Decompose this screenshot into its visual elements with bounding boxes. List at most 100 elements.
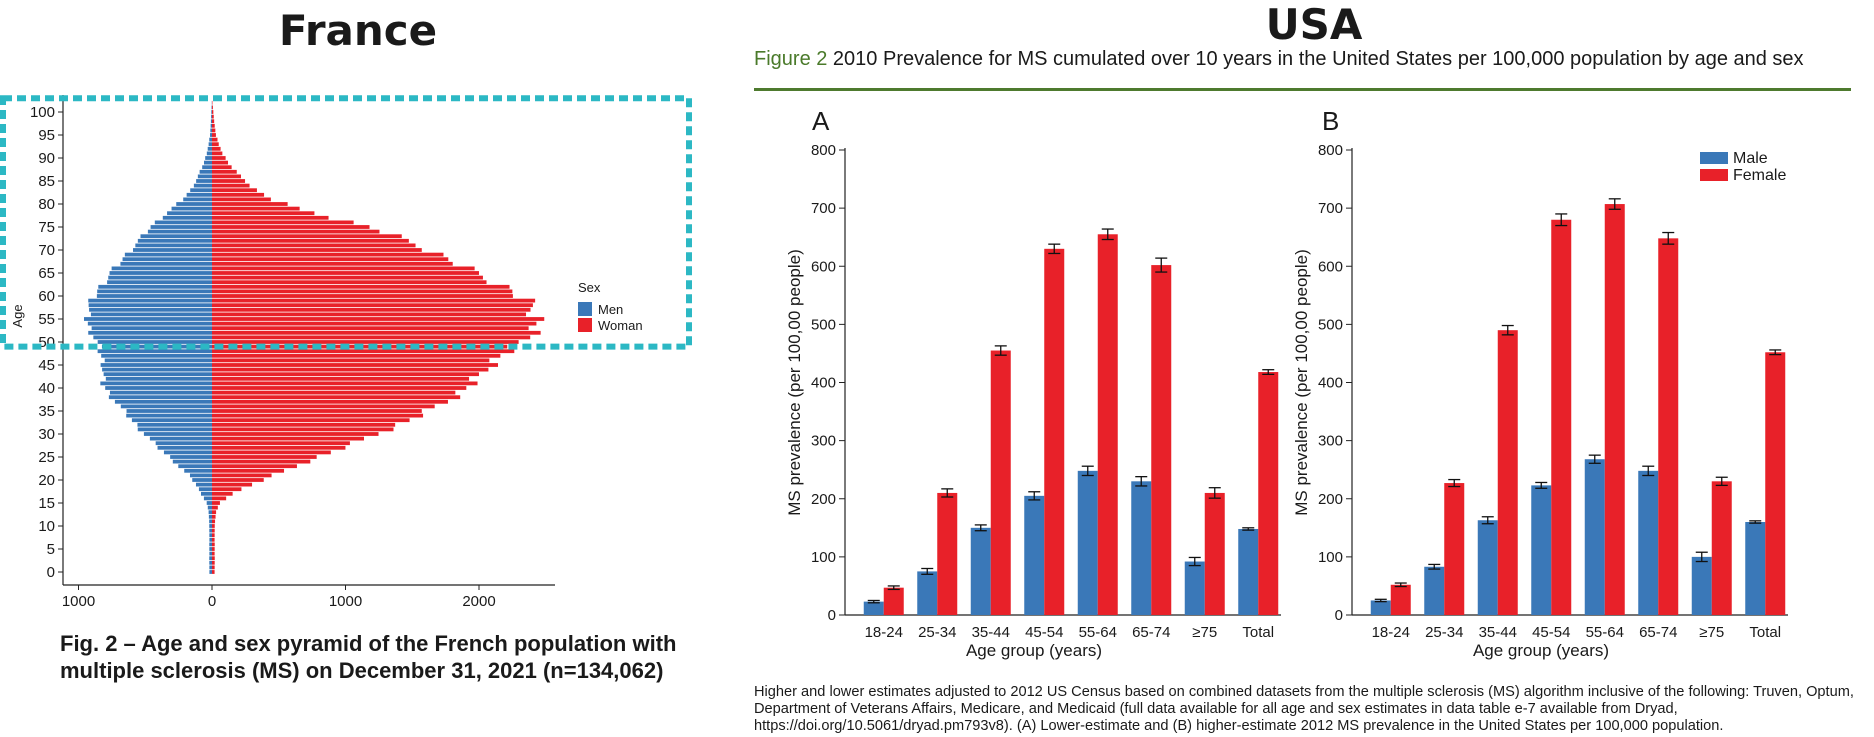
pyramid-bar-woman [212,271,479,275]
bar-female [1497,330,1518,615]
pyramid-bar-men [203,160,212,165]
pyramid-bar-men [171,206,212,211]
pyramid-bar-men [87,321,212,326]
pyramid-bar-woman [212,257,449,262]
bar-female [1604,204,1625,615]
pyramid-bar-woman [212,215,329,220]
pyramid-bar-men [192,478,212,482]
pyramid-bar-woman [212,367,489,372]
pyramid-bar-men [131,418,212,423]
usa-y-tick-label: 300 [1318,433,1343,450]
usa-y-tick-label: 300 [811,433,836,450]
usa-y-tick-label: 800 [811,142,836,159]
pyramid-bar-woman [212,156,226,160]
pyramid-bar-men [203,496,212,501]
pyramid-bar-men [105,386,212,390]
pyramid-bar-woman [212,372,479,377]
usa-y-tick-label: 800 [1318,142,1343,159]
pyramid-bar-men [120,261,212,266]
pyramid-bar-woman [212,206,300,211]
caption-divider [754,88,1851,91]
pyramid-bar-woman [212,519,216,524]
pyramid-y-tick-label: 40 [38,380,55,397]
pyramid-bar-woman [212,192,265,197]
pyramid-bar-woman [212,335,531,340]
pyramid-bar-men [198,487,212,492]
pyramid-bar-men [97,289,212,294]
pyramid-bar-woman [212,137,218,142]
france-caption: Fig. 2 – Age and sex pyramid of the Fren… [60,631,677,683]
pyramid-bar-men [209,560,212,565]
pyramid-bar-woman [212,261,453,266]
pyramid-bar-woman [212,119,215,124]
usa-x-tick-label: 55-64 [1586,624,1624,641]
pyramid-bar-men [111,266,212,271]
pyramid-bar-men [122,257,212,262]
pyramid-bar-men [140,234,212,239]
usa-x-tick-label: Total [1749,624,1781,641]
pyramid-bar-men [126,409,212,413]
pyramid-x-tick-label: 2000 [462,593,495,610]
pyramid-bar-woman [212,110,214,114]
legend-label-male: Male [1733,150,1768,167]
pyramid-bar-woman [212,105,213,110]
pyramid-y-tick-label: 35 [38,403,55,420]
pyramid-bar-woman [212,482,253,487]
figure-label: Figure 2 [754,48,828,70]
pyramid-bar-woman [212,422,396,427]
pyramid-bar-men [101,353,212,358]
usa-y-tick-label: 500 [811,316,836,333]
pyramid-bar-men [101,344,212,349]
pyramid-bar-woman [212,514,216,519]
pyramid-y-tick-label: 0 [47,564,55,581]
pyramid-bar-woman [212,487,242,492]
pyramid-bar-men [207,146,212,151]
pyramid-bar-woman [212,266,475,271]
bar-male [970,527,991,615]
pyramid-bar-men [157,445,212,450]
pyramid-bar-woman [212,363,499,367]
usa-y-tick-label: 700 [811,200,836,217]
pyramid-bar-men [108,395,212,400]
pyramid-y-tick-label: 55 [38,311,55,328]
pyramid-bar-woman [212,243,416,248]
pyramid-y-tick-label: 100 [30,104,55,121]
pyramid-bar-men [210,119,212,124]
bar-female [990,350,1011,615]
pyramid-bar-woman [212,386,467,390]
usa-title: USA [1265,0,1363,49]
pyramid-bar-woman [212,317,545,321]
pyramid-bar-men [93,335,212,340]
bar-male [1238,528,1259,615]
pyramid-bar-men [189,473,212,478]
usa-x-tick-label: 35-44 [972,624,1010,641]
pyramid-bar-woman [212,160,229,165]
pyramid-bar-men [209,542,212,547]
pyramid-bar-woman [212,496,227,501]
figure-caption: Figure 2 2010 Prevalence for MS cumulate… [754,48,1804,71]
pyramid-bar-woman [212,340,519,344]
usa-y-tick-label: 600 [811,258,836,275]
pyramid-bar-woman [212,432,379,436]
pyramid-y-tick-label: 75 [38,219,55,236]
pyramid-bar-men [206,151,212,156]
usa-y-tick-label: 200 [1318,491,1343,508]
pyramid-bar-men [100,363,212,367]
usa-y-tick-label: 100 [1318,549,1343,566]
bar-female [1390,584,1411,615]
pyramid-bar-woman [212,142,219,147]
pyramid-x-tick-label: 1000 [62,593,95,610]
pyramid-bar-woman [212,294,513,298]
bar-male [1370,600,1391,615]
pyramid-y-axis-label: Age [10,304,25,327]
usa-y-tick-label: 600 [1318,258,1343,275]
usa-x-tick-label: ≥75 [1699,624,1724,641]
pyramid-bar-woman [212,252,444,257]
figure-caption-text: 2010 Prevalence for MS cumulated over 10… [827,48,1804,70]
legend-label-female: Female [1733,167,1786,184]
pyramid-bar-woman [212,225,370,229]
pyramid-bar-men [199,169,212,174]
pyramid-bar-woman [212,491,233,496]
bar-male [1477,520,1498,615]
usa-x-tick-label: 45-54 [1025,624,1063,641]
